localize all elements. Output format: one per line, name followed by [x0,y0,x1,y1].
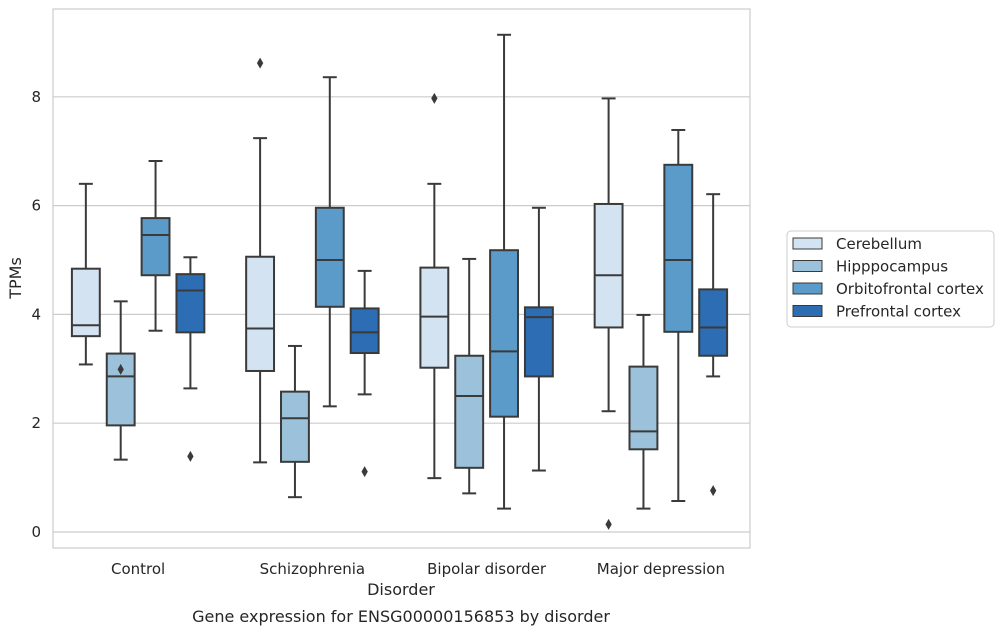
y-tick-label: 6 [31,197,41,215]
outlier-point [256,57,264,69]
legend-swatch [792,305,823,317]
box-iqr [698,288,729,357]
box-prefrontal-cortex [523,206,554,472]
box-iqr [140,217,171,277]
box-cerebellum [70,182,101,366]
x-tick-label: Control [111,560,165,578]
box-prefrontal-cortex [698,193,729,497]
box-cerebellum [419,92,450,480]
outlier-point [431,92,438,104]
outlier-point [605,518,612,530]
box-iqr [280,390,310,463]
box-orbitofrontal-cortex [663,128,694,502]
box-cerebellum [593,97,624,530]
legend-label: Orbitofrontal cortex [836,280,984,298]
legend-label: Cerebellum [836,235,922,253]
legend: Cerebellum Hipppocampus Orbitofrontal cort… [786,230,995,328]
box-prefrontal-cortex [175,256,206,462]
box-iqr [349,307,380,355]
outlier-point [710,485,717,497]
box-iqr [628,365,659,451]
figure-caption: Gene expression for ENSG00000156853 by d… [192,607,610,626]
legend-swatch [792,282,823,295]
box-prefrontal-cortex [349,269,380,478]
box-orbitofrontal-cortex [489,33,519,510]
x-axis-label: Disorder [367,580,435,599]
y-tick-labels: 0 2 4 6 8 [31,88,41,541]
legend-items: Cerebellum Hipppocampus Orbitofrontal cort… [792,235,984,321]
y-tick-label: 2 [31,414,41,432]
box-iqr [245,255,276,372]
outlier-point [361,466,368,478]
outlier-point [187,450,194,462]
box-hipppocampus [628,313,659,510]
box-iqr [314,206,345,308]
legend-label: Hipppocampus [836,258,948,276]
x-tick-label: Bipolar disorder [427,560,547,578]
box-iqr [593,202,624,329]
outlier-point [117,363,124,375]
boxes [70,33,729,530]
box-orbitofrontal-cortex [140,159,171,332]
legend-frame [786,230,995,328]
box-iqr [175,273,206,334]
box-cerebellum [245,57,276,464]
box-hipppocampus [280,344,310,499]
legend-swatch [792,260,823,272]
y-tick-label: 0 [31,523,41,541]
box-iqr [489,249,519,418]
box-hipppocampus [454,257,485,495]
legend-swatch [792,237,823,250]
box-orbitofrontal-cortex [314,76,345,408]
box-iqr [454,354,485,469]
legend-label: Prefrontal cortex [836,303,961,321]
y-tick-label: 8 [31,88,41,106]
y-tick-label: 4 [31,305,41,323]
x-tick-label: Schizophrenia [260,560,365,578]
plot-area-frame [52,8,751,549]
box-iqr [663,163,694,333]
x-tick-label: Major depression [597,560,725,578]
x-tick-labels: Control Schizophrenia Bipolar disorder Majo… [111,560,725,578]
box-iqr [419,266,450,369]
y-axis-label: TPMs [6,257,25,300]
box-iqr [523,306,554,378]
box-hipppocampus [105,300,136,461]
